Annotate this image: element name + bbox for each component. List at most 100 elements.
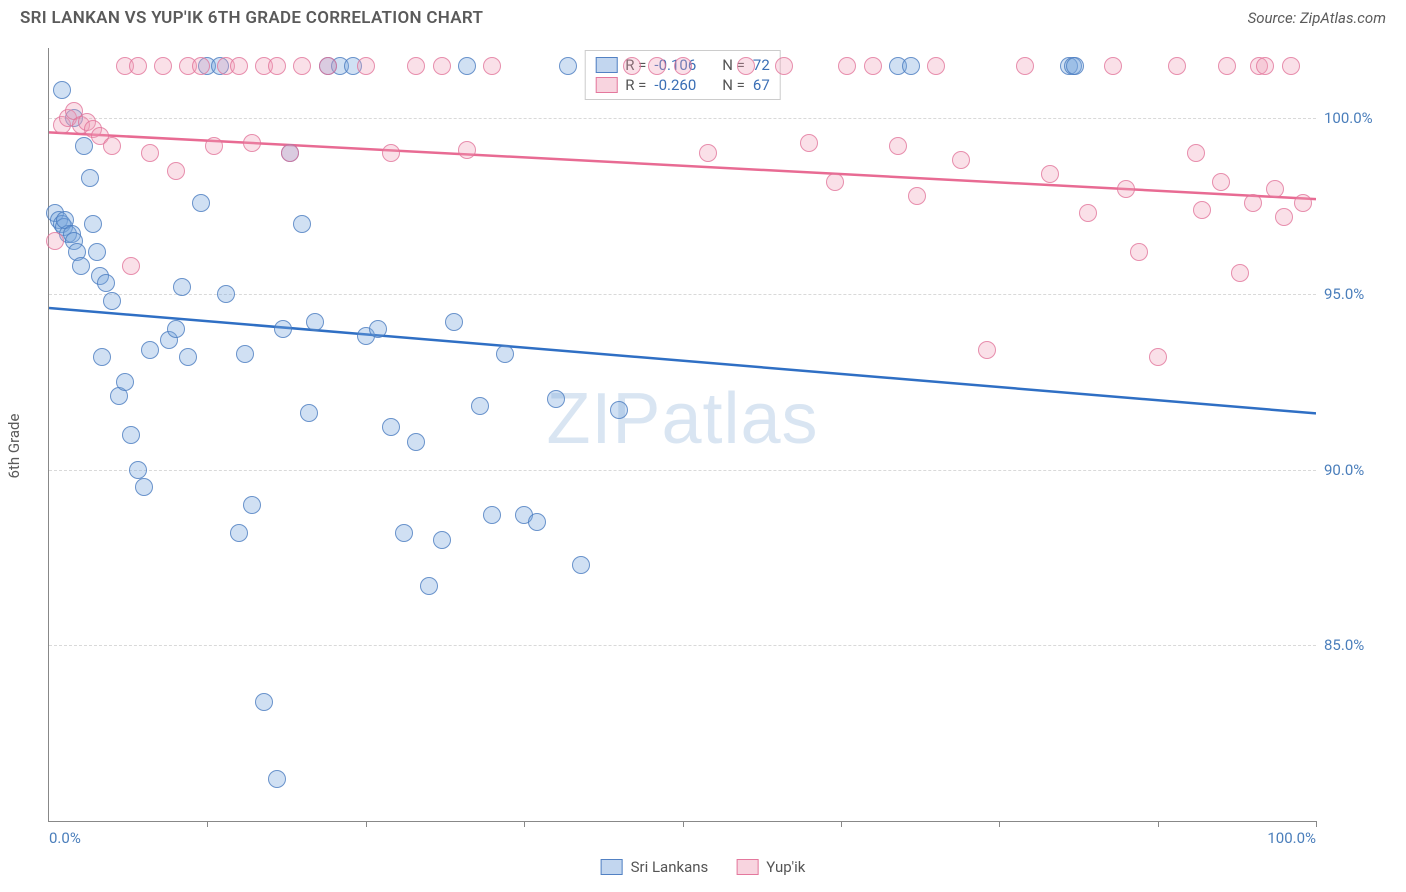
data-point-blue [889,57,907,75]
x-tick-mark [524,821,525,827]
data-point-blue [610,401,628,419]
data-point-pink [46,232,64,250]
x-tick-label: 0.0% [49,829,81,847]
data-point-blue [55,218,73,236]
legend-label-pink: Yup'ik [766,858,805,876]
data-point-pink [699,144,717,162]
x-tick-mark [1316,821,1317,827]
data-point-blue [458,57,476,75]
data-point-blue [116,373,134,391]
y-axis-title: 6th Grade [5,414,23,479]
x-tick-mark [366,821,367,827]
trend-lines-svg [49,48,1316,821]
y-tick-label: 85.0% [1324,636,1388,654]
data-point-pink [1079,204,1097,222]
data-point-pink [889,137,907,155]
chart-plot-area: ZIPatlas R = -0.106 N = 72 R = -0.260 N … [48,48,1316,822]
data-point-pink [319,57,337,75]
x-tick-mark [207,821,208,827]
data-point-blue [407,433,425,451]
data-point-pink [433,57,451,75]
data-point-pink [1231,264,1249,282]
x-tick-mark [1158,821,1159,827]
data-point-blue [53,81,71,99]
data-point-pink [1244,194,1262,212]
data-point-blue [72,257,90,275]
data-point-pink [1256,57,1274,75]
data-point-blue [91,267,109,285]
x-tick-mark [683,821,684,827]
data-point-blue [65,232,83,250]
n-value-pink: 67 [753,76,770,94]
data-point-pink [179,57,197,75]
data-point-blue [420,577,438,595]
data-point-blue [1060,57,1078,75]
data-point-blue [344,57,362,75]
data-point-pink [1104,57,1122,75]
data-point-pink [1193,201,1211,219]
data-point-blue [59,225,77,243]
data-point-pink [1041,165,1059,183]
data-point-pink [1016,57,1034,75]
data-point-pink [84,120,102,138]
n-value-blue: 72 [753,56,770,74]
data-point-blue [179,348,197,366]
data-point-blue [255,693,273,711]
swatch-blue [595,57,617,73]
data-point-blue [382,418,400,436]
data-point-blue [902,57,920,75]
data-point-pink [1117,180,1135,198]
data-point-pink [1250,57,1268,75]
watermark-thin: atlas [661,379,818,459]
trend-line-pink [49,132,1316,199]
swatch-pink [595,77,617,93]
data-point-blue [84,215,102,233]
data-point-pink [483,57,501,75]
legend-row-pink: R = -0.260 N = 67 [595,75,770,95]
swatch-blue [601,859,623,875]
data-point-pink [952,151,970,169]
swatch-pink [736,859,758,875]
data-point-blue [46,204,64,222]
legend-item-pink: Yup'ik [736,858,805,876]
data-point-pink [1266,180,1284,198]
data-point-blue [167,320,185,338]
data-point-blue [319,57,337,75]
gridline-h [49,470,1316,471]
data-point-blue [306,313,324,331]
data-point-pink [1212,173,1230,191]
data-point-blue [281,144,299,162]
data-point-blue [53,215,71,233]
data-point-blue [110,387,128,405]
y-tick-label: 90.0% [1324,461,1388,479]
data-point-blue [81,169,99,187]
data-point-blue [141,341,159,359]
data-point-blue [243,496,261,514]
data-point-blue [445,313,463,331]
trend-line-blue [49,308,1316,413]
data-point-pink [357,57,375,75]
gridline-h [49,645,1316,646]
data-point-pink [1275,208,1293,226]
legend-label-blue: Sri Lankans [631,858,709,876]
data-point-pink [167,162,185,180]
data-point-blue [56,211,74,229]
data-point-blue [88,243,106,261]
data-point-blue [268,770,286,788]
data-point-blue [68,243,86,261]
data-point-pink [1218,57,1236,75]
data-point-blue [395,524,413,542]
data-point-pink [255,57,273,75]
data-point-pink [91,127,109,145]
data-point-blue [572,556,590,574]
data-point-blue [369,320,387,338]
data-point-pink [927,57,945,75]
r-value-pink: -0.260 [654,76,696,94]
data-point-blue [357,327,375,345]
data-point-blue [230,524,248,542]
data-point-pink [268,57,286,75]
data-point-blue [559,57,577,75]
data-point-blue [198,57,216,75]
data-point-pink [458,141,476,159]
data-point-pink [230,57,248,75]
